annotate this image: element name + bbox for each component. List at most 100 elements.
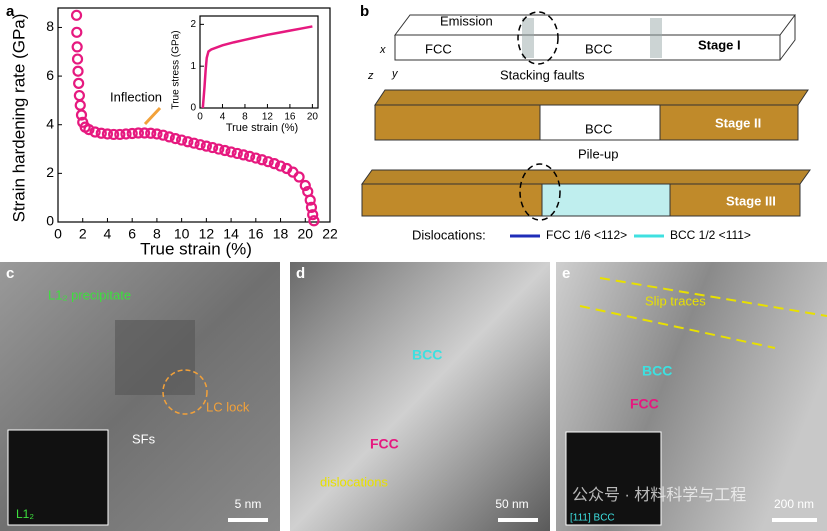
y-tick-label: 8: [46, 18, 54, 34]
slip-trace: [579, 305, 776, 349]
point: [231, 147, 243, 160]
point: [304, 194, 316, 206]
inset-x-label: True strain (%): [226, 122, 298, 134]
box-stage3: [361, 169, 811, 185]
point: [108, 128, 120, 141]
point: [73, 77, 85, 89]
micrograph: [290, 262, 550, 531]
y-tick-label: 6: [46, 67, 54, 83]
point: [70, 9, 83, 21]
point: [120, 128, 132, 140]
point: [188, 137, 200, 149]
label: LC lock: [206, 399, 250, 414]
fcc-region: [374, 104, 541, 141]
point: [114, 128, 126, 141]
panel-label: a: [6, 3, 15, 20]
scale-label: 5 nm: [235, 497, 262, 511]
point: [126, 127, 138, 140]
label: L1₂: [16, 507, 34, 521]
x-tick-label: 20: [297, 225, 313, 241]
point: [206, 141, 219, 154]
label: Pile-up: [578, 146, 618, 161]
point: [71, 26, 83, 38]
point: [219, 144, 231, 157]
plot-frame: [199, 15, 319, 109]
y-tick-label: 0: [190, 103, 196, 114]
point: [169, 132, 182, 145]
point: [244, 150, 256, 162]
panel-label: c: [6, 265, 14, 282]
label: BCC: [585, 41, 612, 56]
fcc-region: [659, 104, 799, 141]
y-tick-label: 1: [190, 61, 196, 72]
x-tick-label: 8: [153, 225, 161, 241]
scale-bar: [772, 518, 817, 522]
point: [157, 129, 169, 141]
legend-entry: BCC 1/2 <111>: [670, 228, 751, 242]
label: [111] BCC: [570, 513, 615, 524]
panel-e: e Slip traces BCC FCC [111] BCC 公众号 · 材料…: [556, 262, 827, 531]
x-tick-label: 16: [248, 225, 264, 241]
label: Slip traces: [645, 293, 706, 308]
x-tick-label: 18: [273, 225, 289, 241]
slip-trace: [599, 277, 827, 317]
label: FCC: [370, 436, 399, 452]
point: [75, 109, 88, 121]
point: [293, 171, 305, 183]
panel-label: d: [296, 265, 305, 282]
point: [194, 139, 206, 151]
panel-b: b Emission FCC BCC Stage I x z y Stackin…: [360, 3, 811, 242]
panel-label: e: [562, 265, 570, 282]
label: Stage III: [726, 193, 776, 208]
y-tick-label: 2: [46, 164, 54, 180]
point: [225, 146, 237, 158]
precipitate: [115, 320, 195, 395]
point: [176, 134, 188, 146]
x-axis-label: True strain (%): [140, 239, 252, 258]
x-tick-label: 22: [322, 225, 338, 241]
circle: [517, 11, 559, 65]
arrow: [143, 106, 162, 126]
label: Stage I: [698, 37, 741, 52]
bcc-region: [541, 183, 671, 217]
circle: [162, 369, 208, 415]
point: [71, 53, 84, 65]
legend-title: Dislocations:: [412, 227, 486, 242]
label: FCC: [630, 396, 659, 412]
y-tick-label: 2: [190, 19, 196, 30]
point: [256, 154, 268, 166]
circle: [519, 163, 561, 221]
point: [73, 89, 85, 102]
point: [151, 128, 163, 140]
y-tick-label: 0: [46, 213, 54, 229]
point: [299, 179, 311, 192]
panel-d: d BCC FCC dislocations 50 nm: [290, 262, 550, 531]
scale-label: 200 nm: [774, 497, 814, 511]
point: [101, 128, 114, 140]
point: [74, 99, 86, 111]
x-tick-label: 16: [284, 112, 296, 123]
x-tick-label: 14: [223, 225, 239, 241]
scale-label: 50 nm: [495, 497, 528, 511]
y-tick-label: 4: [46, 115, 54, 131]
point: [237, 149, 250, 161]
box-stage2: [374, 89, 809, 106]
label: SFs: [132, 431, 156, 446]
point: [250, 152, 262, 164]
point: [72, 65, 84, 77]
bcc-region: [539, 104, 661, 141]
diffraction-inset: [565, 431, 662, 526]
point: [71, 41, 83, 53]
label: Emission: [440, 13, 493, 28]
label: BCC: [642, 363, 672, 379]
panel-label: b: [360, 3, 369, 20]
interface: [650, 18, 662, 58]
label: BCC: [585, 121, 612, 136]
label: FCC: [425, 41, 452, 56]
label: BCC: [412, 347, 442, 363]
point: [132, 127, 144, 139]
x-tick-label: 0: [54, 225, 62, 241]
y-axis-label: Strain hardening rate (GPa): [9, 14, 28, 223]
point: [145, 127, 157, 139]
scale-bar: [228, 518, 268, 522]
